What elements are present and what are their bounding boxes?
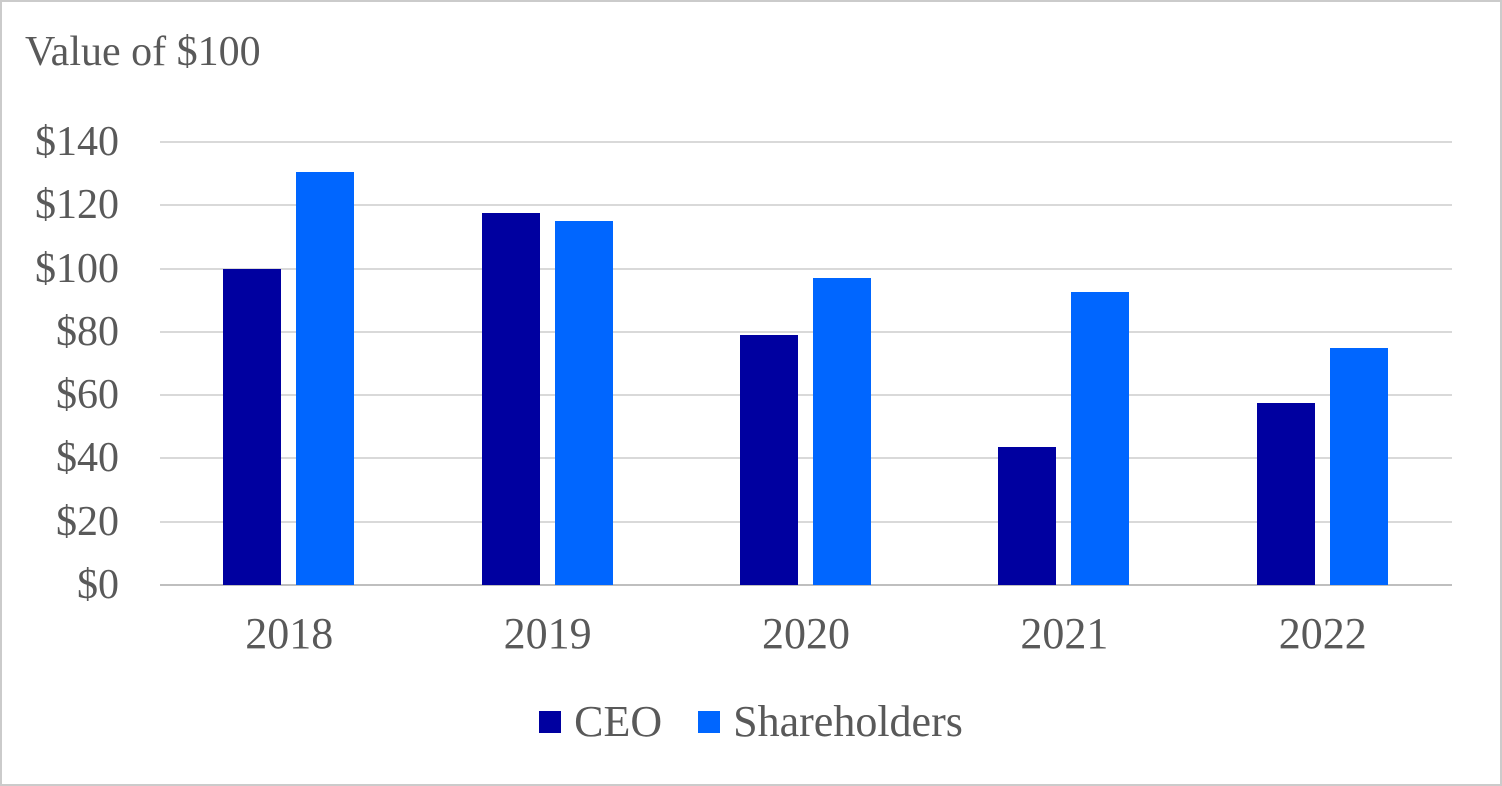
y-tick-label: $100 (35, 245, 119, 292)
x-tick-label: 2018 (245, 609, 334, 658)
y-tick-label: $120 (35, 182, 119, 229)
bar-ceo-2020 (740, 335, 798, 585)
bar-shareholders-2020 (813, 278, 871, 585)
chart-title: Value of $100 (25, 29, 261, 75)
bar-shareholders-2021 (1071, 292, 1129, 585)
gridline (160, 457, 1452, 460)
bar-ceo-2018 (223, 268, 281, 585)
legend-label-ceo: CEO (574, 697, 663, 746)
shareholders-legend-swatch-icon (698, 711, 721, 733)
bar-ceo-2021 (998, 447, 1056, 585)
gridline (160, 204, 1452, 207)
bar-shareholders-2018 (296, 172, 354, 585)
y-tick-label: $40 (56, 435, 119, 482)
legend-item-shareholders: Shareholders (698, 696, 963, 748)
y-tick-label: $60 (56, 372, 119, 419)
y-tick-label: $80 (56, 308, 119, 355)
legend: CEO Shareholders (2, 696, 1500, 748)
y-tick-label: $20 (56, 498, 119, 545)
gridline (160, 267, 1452, 270)
legend-label-shareholders: Shareholders (733, 697, 963, 746)
gridline (160, 141, 1452, 143)
ceo-legend-swatch-icon (539, 711, 562, 733)
x-tick-label: 2019 (503, 609, 592, 658)
gridline (160, 330, 1452, 333)
x-axis-line (160, 584, 1452, 586)
y-tick-label: $140 (35, 119, 119, 165)
y-tick-label: $0 (77, 562, 119, 608)
bar-ceo-2019 (482, 213, 540, 585)
bar-ceo-2022 (1257, 403, 1315, 585)
x-tick-label: 2021 (1020, 609, 1109, 658)
gridline (160, 520, 1452, 523)
x-tick-label: 2020 (761, 609, 850, 658)
x-tick-label: 2022 (1278, 609, 1367, 658)
gridline (160, 394, 1452, 397)
bar-shareholders-2019 (555, 221, 613, 585)
legend-item-ceo: CEO (539, 696, 662, 748)
bar-shareholders-2022 (1330, 347, 1388, 585)
